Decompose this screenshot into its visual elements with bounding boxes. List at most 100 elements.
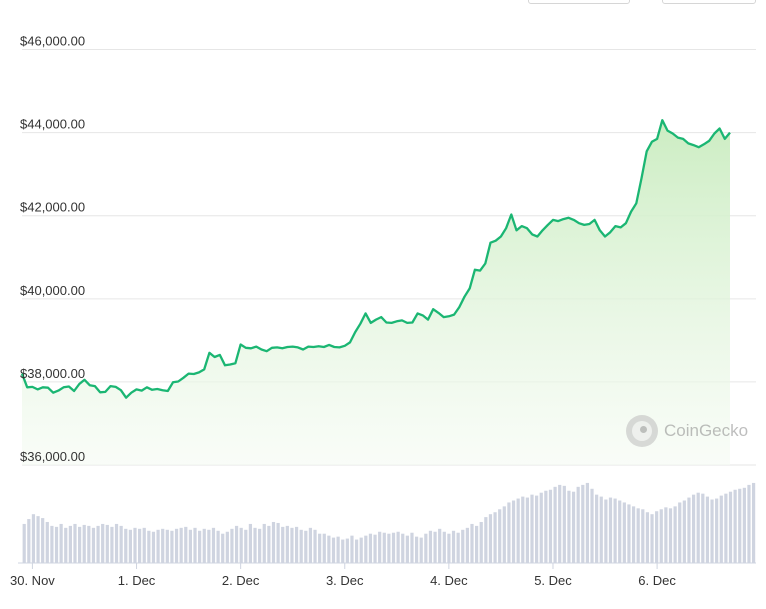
volume-bar — [650, 514, 654, 563]
y-tick-label: $42,000.00 — [20, 200, 85, 215]
volume-bar — [710, 499, 714, 563]
volume-bar — [673, 506, 677, 563]
volume-bar — [456, 532, 460, 563]
volume-bar — [308, 527, 313, 563]
volume-bar — [124, 528, 128, 563]
volume-bar — [359, 537, 363, 563]
volume-bar — [68, 525, 72, 563]
volume-bar — [678, 502, 682, 563]
volume-bar — [576, 486, 580, 563]
x-tick-label: 3. Dec — [326, 573, 364, 588]
volume-bar — [318, 533, 322, 563]
volume-bar — [354, 539, 359, 563]
volume-bar — [461, 529, 465, 563]
volume-bar — [419, 537, 423, 563]
volume-bar — [170, 530, 174, 563]
volume-bar — [645, 512, 650, 563]
volume-bar — [405, 535, 409, 563]
volume-bar — [373, 534, 377, 563]
volume-bar — [253, 527, 257, 563]
volume-bar — [248, 523, 253, 563]
volume-bar — [599, 496, 603, 563]
volume-bar — [290, 527, 294, 563]
x-tick-label: 5. Dec — [534, 573, 572, 588]
y-tick-label: $36,000.00 — [20, 449, 85, 464]
volume-bar — [562, 485, 566, 563]
volume-bar — [618, 500, 622, 563]
volume-bar — [438, 528, 442, 563]
volume-bar — [31, 514, 36, 563]
volume-bar — [193, 527, 197, 563]
volume-bar — [276, 522, 280, 563]
volume-bar — [77, 526, 82, 563]
volume-bar — [27, 519, 31, 563]
volume-bar — [378, 531, 382, 563]
volume-bar — [331, 537, 336, 563]
volume-bar — [82, 524, 86, 563]
volume-bar — [41, 518, 45, 563]
volume-bar — [105, 524, 109, 563]
price-area — [22, 120, 730, 465]
volume-bar — [285, 525, 289, 563]
volume-bar — [128, 529, 132, 563]
volume-bar — [585, 482, 590, 563]
volume-bar — [558, 484, 562, 563]
volume-bar — [368, 533, 373, 563]
volume-bar — [590, 488, 594, 563]
volume-bar — [742, 487, 746, 563]
volume-bar — [668, 508, 673, 563]
x-tick-label: 2. Dec — [222, 573, 260, 588]
y-tick-label: $46,000.00 — [20, 34, 85, 49]
x-tick-label: 30. Nov — [10, 573, 55, 588]
coingecko-watermark: CoinGecko — [626, 415, 748, 447]
volume-bar — [244, 529, 248, 563]
volume-bar — [442, 531, 446, 563]
volume-bar — [484, 517, 488, 563]
volume-bar — [719, 495, 723, 563]
volume-bar — [581, 484, 585, 563]
y-tick-label: $44,000.00 — [20, 117, 85, 132]
volume-bar — [530, 494, 534, 563]
volume-bar — [428, 530, 433, 563]
volume-bar — [567, 490, 571, 563]
volume-bar — [22, 523, 26, 563]
volume-bar — [498, 509, 502, 563]
volume-bar — [87, 525, 91, 563]
volume-bar — [414, 536, 419, 563]
volume-bar — [396, 531, 400, 563]
volume-bar — [91, 527, 96, 563]
volume-bar — [488, 514, 493, 563]
volume-bar — [544, 490, 548, 563]
volume-bar — [36, 516, 40, 563]
range-button-left[interactable] — [528, 0, 630, 4]
volume-bar — [608, 497, 613, 563]
volume-bar — [239, 527, 243, 563]
volume-bar — [54, 526, 59, 563]
volume-bar — [475, 525, 479, 563]
volume-bar — [225, 531, 229, 563]
volume-bar — [174, 528, 179, 563]
volume-bar — [571, 491, 576, 563]
range-button-right[interactable] — [662, 0, 756, 4]
volume-bar — [751, 482, 756, 563]
volume-bar — [493, 512, 497, 563]
volume-bar — [539, 492, 543, 563]
volume-bar — [747, 484, 751, 563]
volume-bar — [142, 527, 146, 563]
x-axis-labels: 30. Nov 1. Dec 2. Dec 3. Dec 4. Dec 5. Dec 6. … — [10, 563, 676, 588]
volume-bar — [682, 500, 686, 563]
volume-bar — [271, 521, 276, 563]
volume-bar — [691, 494, 696, 563]
volume-bar — [327, 535, 331, 563]
volume-bar — [119, 525, 123, 563]
volume-bar — [198, 530, 202, 563]
volume-bar — [184, 526, 188, 563]
y-tick-label: $40,000.00 — [20, 283, 85, 298]
x-tick-label: 1. Dec — [118, 573, 156, 588]
volume-bar — [110, 526, 114, 563]
volume-bar — [230, 528, 234, 563]
volume-bar — [114, 523, 119, 563]
volume-bar — [535, 495, 539, 563]
volume-bar — [424, 533, 428, 563]
